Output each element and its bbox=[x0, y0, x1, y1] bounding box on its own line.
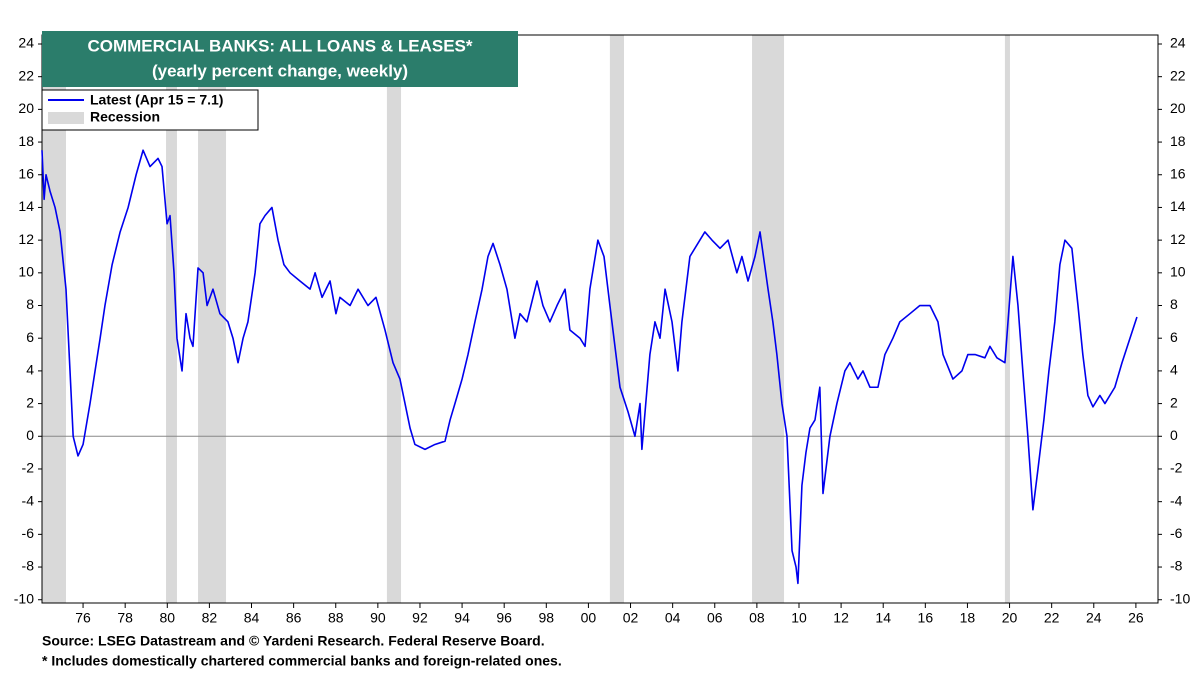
y2-tick-label: 8 bbox=[1170, 296, 1178, 312]
y2-tick-label: 12 bbox=[1170, 231, 1186, 247]
y2-tick-label: -2 bbox=[1170, 460, 1183, 476]
x-tick-label: 92 bbox=[412, 610, 428, 626]
x-tick-label: 16 bbox=[918, 610, 934, 626]
y-tick-label: 16 bbox=[18, 165, 34, 181]
x-tick-label: 26 bbox=[1128, 610, 1144, 626]
x-tick-label: 94 bbox=[454, 610, 470, 626]
y2-tick-label: 20 bbox=[1170, 100, 1186, 116]
recession-band bbox=[752, 35, 785, 603]
legend-label: Latest (Apr 15 = 7.1) bbox=[90, 92, 223, 108]
y-tick-label: 22 bbox=[18, 67, 34, 83]
y2-tick-label: -8 bbox=[1170, 558, 1183, 574]
x-tick-label: 98 bbox=[539, 610, 555, 626]
y2-tick-label: 10 bbox=[1170, 264, 1186, 280]
x-tick-label: 22 bbox=[1044, 610, 1060, 626]
x-tick-label: 18 bbox=[960, 610, 976, 626]
y-tick-label: -6 bbox=[22, 525, 35, 541]
x-tick-label: 04 bbox=[665, 610, 681, 626]
y-tick-label: 10 bbox=[18, 264, 34, 280]
y2-tick-label: 2 bbox=[1170, 394, 1178, 410]
x-tick-label: 84 bbox=[244, 610, 260, 626]
y-tick-label: -4 bbox=[22, 492, 35, 508]
y-tick-label: 8 bbox=[26, 296, 34, 312]
plot-frame bbox=[41, 34, 1159, 604]
x-tick-label: 14 bbox=[875, 610, 891, 626]
y-tick-label: 4 bbox=[26, 362, 34, 378]
y-tick-label: -2 bbox=[22, 460, 35, 476]
y-tick-label: 24 bbox=[18, 35, 34, 51]
source-note: Source: LSEG Datastream and © Yardeni Re… bbox=[42, 633, 545, 649]
y-tick-label: 2 bbox=[26, 394, 34, 410]
chart-subtitle: (yearly percent change, weekly) bbox=[152, 61, 408, 80]
x-tick-label: 02 bbox=[623, 610, 639, 626]
x-tick-label: 76 bbox=[75, 610, 91, 626]
x-tick-label: 20 bbox=[1002, 610, 1018, 626]
x-tick-label: 82 bbox=[202, 610, 218, 626]
y2-tick-label: -6 bbox=[1170, 525, 1183, 541]
x-tick-label: 90 bbox=[370, 610, 386, 626]
y2-tick-label: 6 bbox=[1170, 329, 1178, 345]
footnote: * Includes domestically chartered commer… bbox=[42, 653, 562, 669]
recession-band bbox=[609, 35, 625, 603]
data-line bbox=[41, 149, 1138, 585]
y-tick-label: -8 bbox=[22, 558, 35, 574]
y2-tick-label: 14 bbox=[1170, 198, 1186, 214]
y2-tick-label: 0 bbox=[1170, 427, 1178, 443]
y2-tick-label: 4 bbox=[1170, 362, 1178, 378]
y-tick-label: 0 bbox=[26, 427, 34, 443]
legend-swatch bbox=[48, 112, 84, 124]
x-tick-label: 86 bbox=[286, 610, 302, 626]
x-tick-label: 06 bbox=[707, 610, 723, 626]
x-tick-label: 24 bbox=[1086, 610, 1102, 626]
x-tick-label: 96 bbox=[496, 610, 512, 626]
y2-tick-label: -10 bbox=[1170, 590, 1190, 606]
x-tick-label: 08 bbox=[749, 610, 765, 626]
x-tick-label: 12 bbox=[833, 610, 849, 626]
x-tick-label: 88 bbox=[328, 610, 344, 626]
y-tick-label: -10 bbox=[14, 590, 34, 606]
chart-title: COMMERCIAL BANKS: ALL LOANS & LEASES* bbox=[87, 36, 472, 55]
x-tick-label: 78 bbox=[117, 610, 133, 626]
y2-tick-label: 16 bbox=[1170, 165, 1186, 181]
y-tick-label: 20 bbox=[18, 100, 34, 116]
x-tick-label: 80 bbox=[159, 610, 175, 626]
y-tick-label: 18 bbox=[18, 133, 34, 149]
y-tick-label: 12 bbox=[18, 231, 34, 247]
x-tick-label: 10 bbox=[791, 610, 807, 626]
y2-tick-label: 24 bbox=[1170, 35, 1186, 51]
x-tick-label: 00 bbox=[581, 610, 597, 626]
title-box bbox=[42, 31, 518, 87]
y2-tick-label: 18 bbox=[1170, 133, 1186, 149]
recession-band bbox=[166, 35, 177, 603]
recession-band bbox=[386, 35, 402, 603]
y-tick-label: 6 bbox=[26, 329, 34, 345]
y2-tick-label: 22 bbox=[1170, 67, 1186, 83]
y2-tick-label: -4 bbox=[1170, 492, 1183, 508]
y-tick-label: 14 bbox=[18, 198, 34, 214]
legend-label: Recession bbox=[90, 109, 160, 125]
